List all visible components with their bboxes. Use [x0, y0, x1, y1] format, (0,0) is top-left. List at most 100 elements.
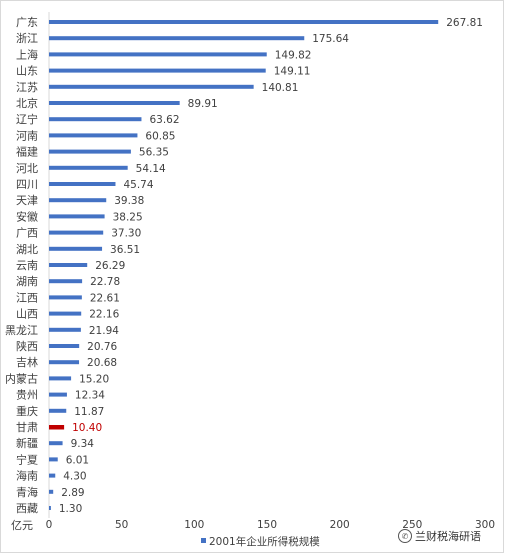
bar — [49, 230, 104, 235]
bar — [49, 473, 56, 478]
category-label: 湖北 — [16, 243, 38, 256]
data-label: 149.82 — [275, 49, 312, 61]
data-label: 38.25 — [113, 211, 143, 223]
x-tick-label: 300 — [475, 519, 495, 531]
bar — [49, 68, 266, 73]
category-label: 黑龙江 — [5, 324, 38, 337]
bar — [49, 489, 54, 494]
category-label: 天津 — [16, 194, 38, 207]
bar — [49, 441, 63, 446]
bar — [49, 198, 107, 203]
bar — [49, 344, 80, 348]
data-label: 22.78 — [90, 276, 120, 288]
data-label: 175.64 — [312, 33, 349, 45]
category-label: 西藏 — [16, 502, 38, 515]
bar — [49, 149, 131, 154]
category-label: 江苏 — [16, 81, 38, 94]
x-tick-label: 100 — [184, 519, 204, 531]
legend-label: 2001年企业所得税规模 — [209, 535, 320, 548]
category-label: 安徽 — [16, 209, 38, 223]
bar — [49, 36, 305, 41]
data-label: 21.94 — [89, 325, 119, 337]
category-label: 陕西 — [16, 339, 38, 353]
x-tick-label: 0 — [46, 519, 53, 531]
bar — [49, 182, 116, 186]
data-label: 63.62 — [149, 114, 179, 126]
data-label: 54.14 — [136, 163, 166, 175]
watermark-text: 兰财税海研语 — [415, 530, 481, 543]
category-label: 云南 — [16, 259, 38, 272]
bar — [49, 376, 72, 381]
bar — [49, 263, 88, 267]
category-label: 河南 — [16, 129, 38, 142]
data-label: 149.11 — [274, 66, 311, 78]
bar — [49, 408, 67, 413]
x-tick-label: 200 — [330, 519, 350, 531]
bar — [49, 295, 82, 300]
category-label: 青海 — [16, 485, 38, 499]
category-label: 广东 — [16, 16, 38, 29]
x-tick-label: 250 — [402, 519, 422, 531]
category-label: 浙江 — [16, 32, 38, 45]
bar — [49, 101, 180, 105]
x-tick-label: 50 — [115, 519, 128, 531]
bar — [49, 165, 128, 170]
category-label: 江西 — [16, 291, 38, 304]
bar — [49, 457, 58, 462]
data-label: 10.40 — [72, 422, 102, 434]
data-label: 22.61 — [90, 292, 120, 304]
data-label: 20.68 — [87, 357, 117, 369]
x-tick-label: 150 — [257, 519, 277, 531]
category-label: 广西 — [16, 227, 38, 240]
category-label: 重庆 — [16, 404, 38, 418]
category-label: 四川 — [16, 178, 38, 191]
data-label: 6.01 — [66, 454, 89, 466]
category-label: 北京 — [16, 96, 38, 110]
data-label: 267.81 — [446, 17, 483, 29]
category-label: 贵州 — [16, 389, 38, 402]
category-label: 内蒙古 — [5, 371, 38, 385]
data-label: 9.34 — [71, 438, 95, 450]
data-label: 60.85 — [145, 130, 175, 142]
bar — [49, 117, 142, 122]
wechat-icon: ✆ — [398, 529, 412, 543]
data-label: 89.91 — [188, 98, 218, 110]
bar — [49, 327, 81, 332]
category-label: 吉林 — [16, 355, 38, 369]
category-label: 山西 — [16, 308, 38, 321]
bar — [49, 506, 51, 510]
bar — [49, 311, 82, 316]
data-label: 12.34 — [75, 390, 105, 402]
bar — [49, 246, 103, 251]
data-label: 20.76 — [87, 341, 117, 353]
data-label: 11.87 — [74, 406, 104, 418]
category-label: 甘肃 — [16, 421, 38, 434]
data-label: 2.89 — [61, 487, 84, 499]
category-label: 福建 — [16, 145, 38, 159]
category-label: 山东 — [16, 65, 38, 78]
bar — [49, 52, 267, 57]
bar — [49, 425, 65, 430]
bar — [49, 214, 105, 219]
data-label: 140.81 — [262, 82, 299, 94]
data-label: 37.30 — [111, 228, 141, 240]
legend-swatch — [201, 538, 206, 543]
data-label: 22.16 — [89, 309, 119, 321]
category-label: 上海 — [16, 47, 38, 61]
category-label: 湖南 — [16, 275, 38, 288]
data-label: 26.29 — [95, 260, 125, 272]
data-label: 15.20 — [79, 373, 109, 385]
bar — [49, 279, 83, 284]
bar — [49, 84, 254, 89]
bar — [49, 20, 439, 24]
unit-label: 亿元 — [11, 519, 33, 532]
watermark: ✆ 兰财税海研语 — [398, 528, 481, 544]
bar — [49, 133, 138, 138]
category-label: 河北 — [16, 162, 38, 175]
bar — [49, 392, 67, 397]
data-label: 39.38 — [114, 195, 144, 207]
data-label: 1.30 — [59, 503, 82, 515]
data-label: 36.51 — [110, 244, 140, 256]
